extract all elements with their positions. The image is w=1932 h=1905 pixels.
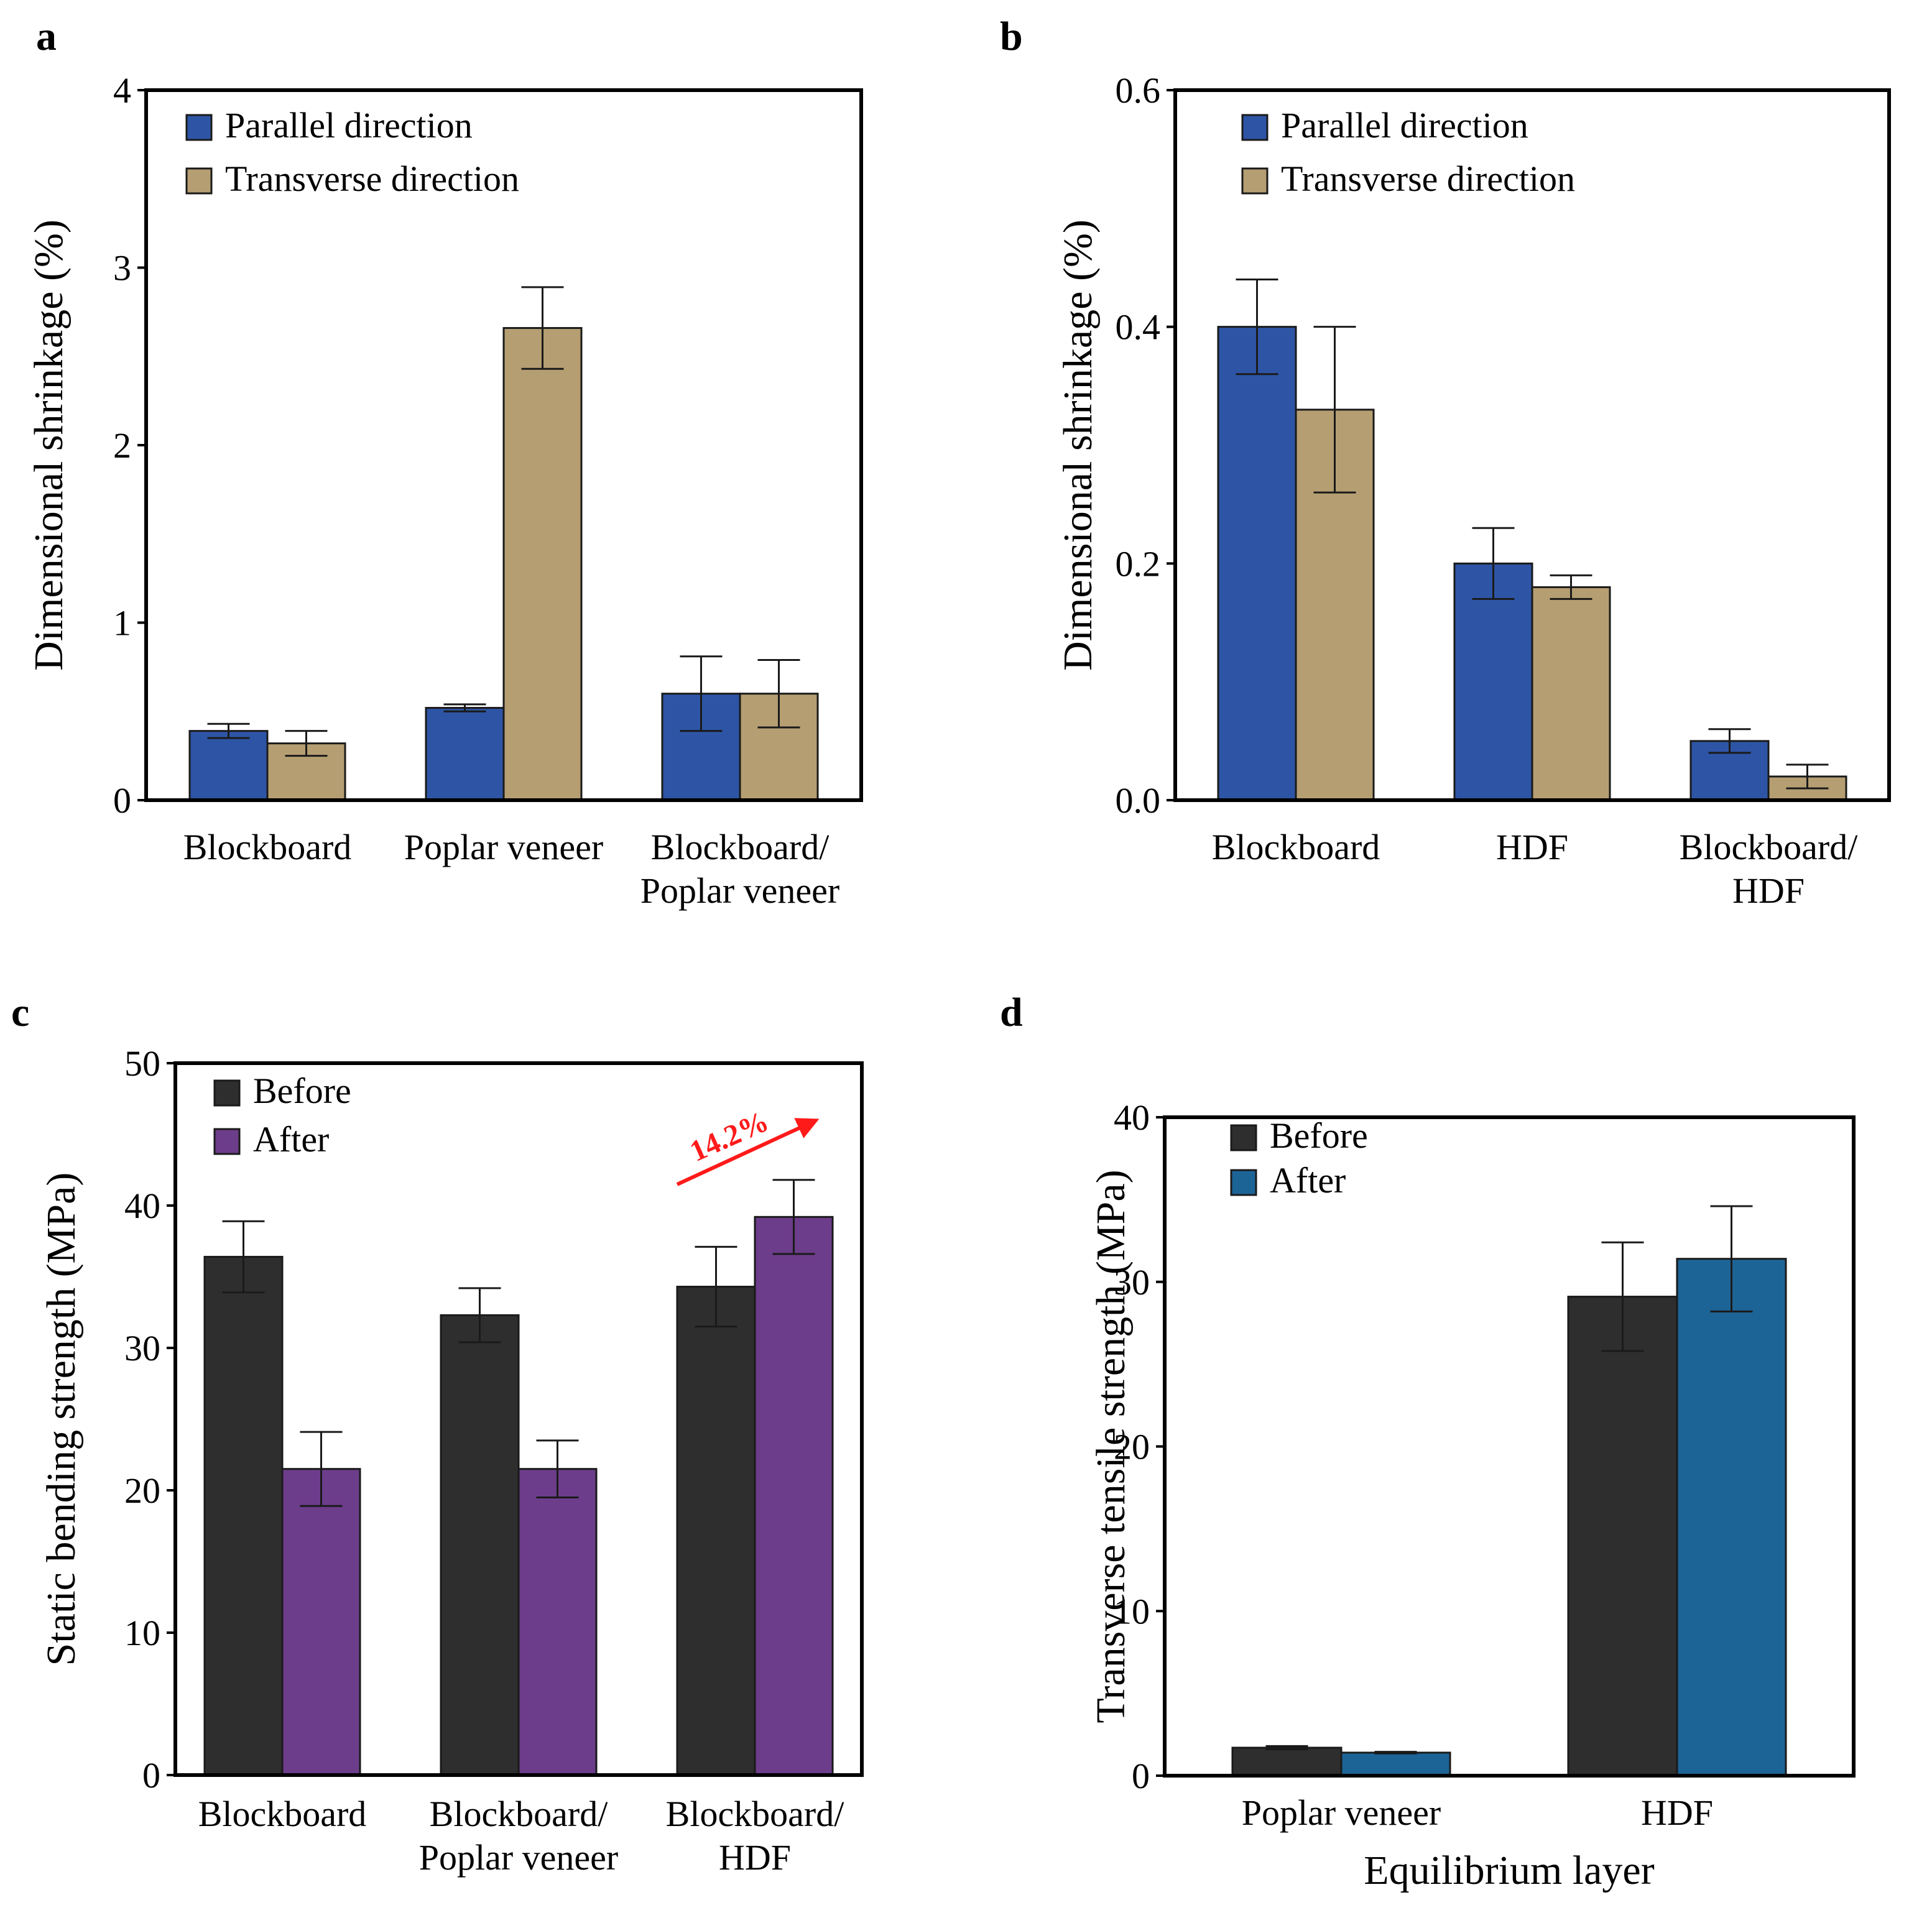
bar [188,730,269,801]
category-label: Poplar veneer [1242,1792,1441,1833]
y-axis-title: Transverse tensile strength (MPa) [1088,1169,1134,1723]
bar [440,1314,520,1776]
bar [1676,1258,1787,1777]
category-label: Blockboard [1212,827,1380,867]
category-label: HDF [1732,870,1805,911]
category-label: Blockboard [183,827,352,867]
category-label: Blockboard/ [430,1794,609,1834]
panel-label: d [1000,990,1023,1035]
panel-label: c [11,990,29,1035]
y-tick-label: 0.0 [1116,780,1161,821]
bar [1531,586,1611,801]
bar [1567,1296,1678,1777]
annotation-arrow [676,1118,820,1186]
y-axis-title: Dimensional shrinkage (%) [26,219,72,671]
y-tick-label: 0.2 [1116,543,1161,584]
chart-panel-d: d 0 10 20 30 40 Transverse tensile strength (M… [1000,990,1856,1893]
y-tick-label: 30 [1114,1262,1150,1303]
y-tick-label: 0.6 [1116,70,1161,111]
y-tick-label: 1 [113,603,131,643]
category-label: Blockboard [198,1794,367,1834]
legend-label: Parallel direction [225,105,473,145]
legend-label: Transverse direction [1281,159,1575,199]
category-label: HDF [719,1837,791,1878]
legend-swatch [1241,114,1269,141]
y-axis-title: Dimensional shrinkage (%) [1055,219,1101,671]
bar [676,1286,756,1776]
legend-label: After [1270,1160,1346,1201]
bar [517,1468,598,1776]
y-tick-label: 3 [113,248,131,288]
y-tick-label: 0.4 [1116,307,1161,348]
legend-swatch [213,1128,241,1155]
y-tick-label: 2 [113,425,131,466]
x-axis-title: Equilibrium layer [1364,1848,1654,1893]
category-label: Blockboard/ [666,1794,845,1834]
panel-label: b [1000,14,1023,59]
category-label: HDF [1641,1792,1713,1833]
legend-label: After [253,1119,329,1160]
chart-panel-a: a 0 1 2 3 4 Dimensional shrinkage (%) Blockboar… [26,14,863,911]
y-tick-label: 0 [1132,1756,1150,1796]
y-tick-label: 20 [124,1470,160,1511]
plot-frame [1163,1115,1856,1778]
bar [203,1255,284,1776]
y-tick-label: 40 [124,1186,160,1226]
bar [1453,562,1533,801]
y-tick-label: 20 [1114,1427,1150,1467]
legend-swatch [1230,1124,1257,1151]
panels: a 0 1 2 3 4 Dimensional shrinkage (%) Blockboar… [11,14,1891,1893]
category-label: Poplar veneer [419,1837,618,1878]
category-label: Poplar veneer [640,870,839,911]
plot-frame [1173,88,1891,802]
y-tick-label: 40 [1114,1097,1150,1138]
bar [1217,326,1297,801]
bar [281,1468,361,1776]
y-tick-label: 4 [113,70,131,111]
y-tick-label: 10 [1114,1591,1150,1631]
legend-swatch [185,114,213,141]
legend-swatch [1230,1169,1257,1196]
chart-panel-c: c 0 10 20 30 40 50 Static bending strength (MPa… [11,990,864,1878]
category-label: Blockboard/ [1680,827,1859,867]
plot-frame [173,1061,864,1777]
y-tick-label: 0 [142,1755,160,1796]
legend-swatch [213,1079,241,1107]
legend-label: Before [1270,1115,1368,1156]
y-tick-label: 10 [124,1613,160,1653]
chart-panel-b: b 0.0 0.2 0.4 0.6 Dimensional shrinkage (%) Bl… [1000,14,1891,911]
legend-label: Transverse direction [225,159,519,199]
plot-frame [144,88,863,802]
legend-label: Before [253,1071,351,1111]
bar [425,707,505,801]
y-tick-label: 50 [124,1043,160,1084]
category-label: HDF [1496,827,1568,867]
y-axis-title: Static bending strength (MPa) [39,1173,84,1666]
panel-label: a [36,14,57,59]
bar [1340,1751,1451,1777]
bar [502,327,583,801]
legend-swatch [185,167,213,195]
legend-label: Parallel direction [1281,105,1528,145]
category-label: Poplar veneer [404,827,603,867]
y-tick-label: 0 [113,780,131,821]
legend-swatch [1241,167,1269,195]
category-label: Blockboard/ [651,827,830,867]
bar [754,1215,834,1776]
bar [1231,1746,1343,1777]
y-tick-label: 30 [124,1328,160,1368]
